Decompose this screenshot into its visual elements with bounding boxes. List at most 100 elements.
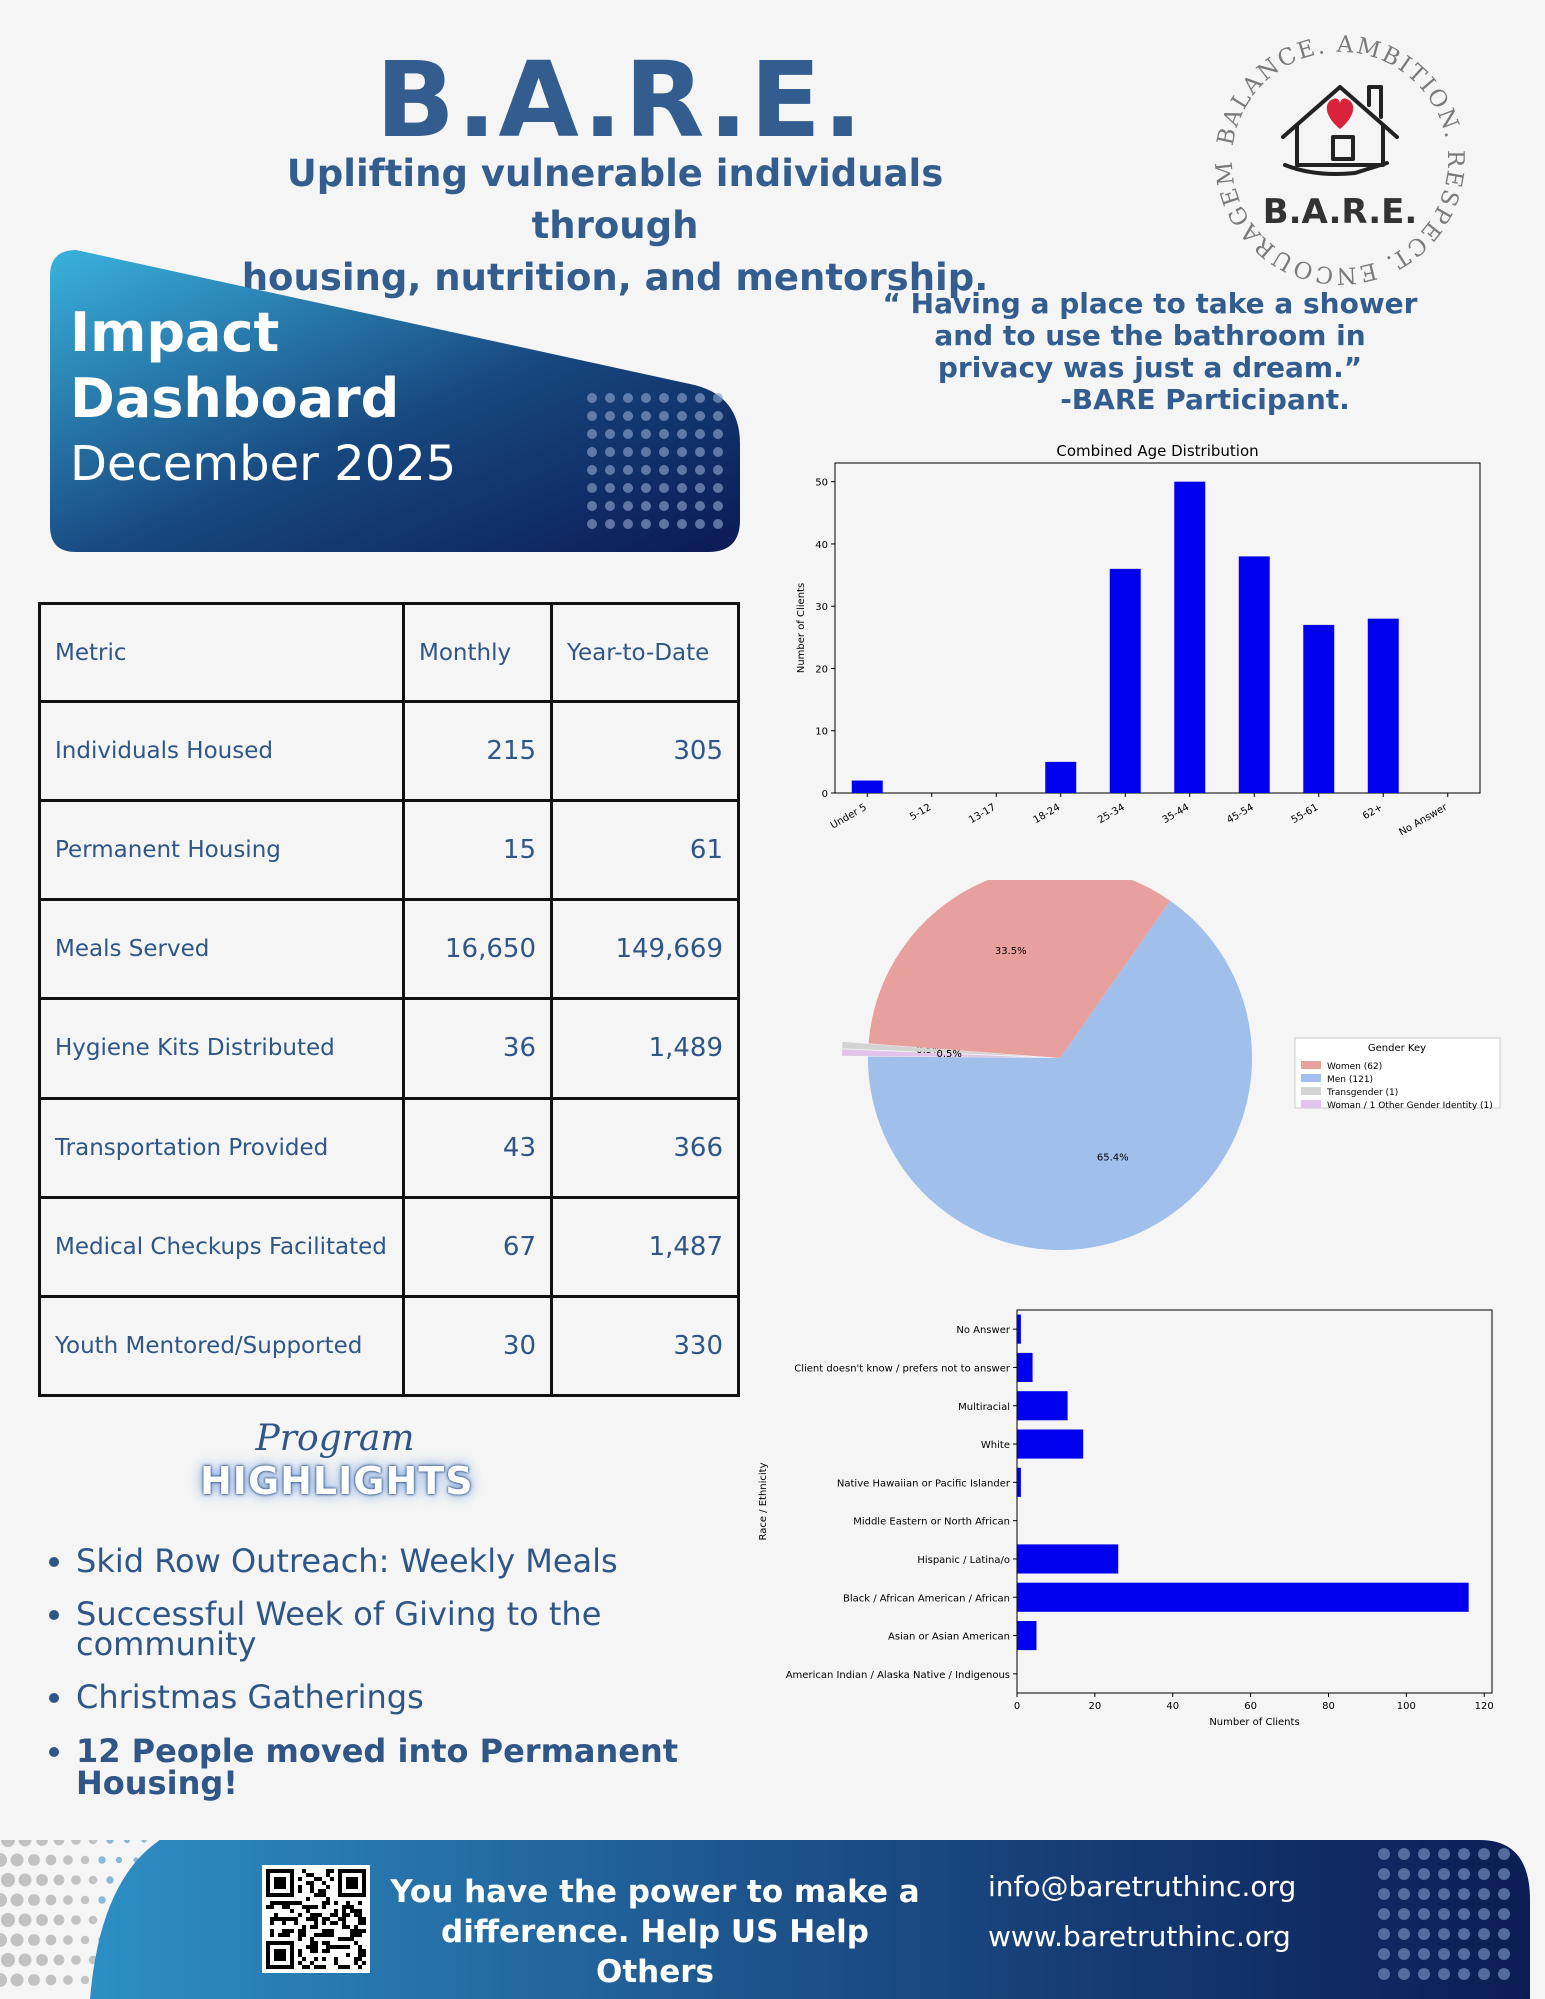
pie-slice (842, 1049, 1035, 1058)
quote-line3: privacy was just a dream.” (937, 351, 1363, 384)
tagline-line2: housing, nutrition, and mentorship. (241, 256, 989, 299)
dot-pattern (587, 393, 723, 529)
x-tick-label: 120 (1475, 1701, 1494, 1712)
x-tick-label: 0 (1014, 1701, 1020, 1712)
banner-text: Impact Dashboard December 2025 (70, 300, 456, 496)
y-tick-label: Client doesn't know / prefers not to ans… (794, 1363, 1011, 1374)
quote-line2: and to use the bathroom in (934, 319, 1366, 352)
x-tick-label: 13-17 (967, 802, 998, 826)
bar (1238, 556, 1270, 793)
legend-box (1294, 1037, 1501, 1109)
y-axis-label: Number of Clients (796, 583, 807, 673)
list-item: Christmas Gatherings (76, 1681, 836, 1713)
race-ethnicity-chart: No Answer Client doesn't know / prefers n… (758, 1309, 1494, 1728)
bar (1017, 1467, 1021, 1497)
metric-label: Permanent Housing (38, 799, 405, 902)
y-tick-label: Hispanic / Latina/o (917, 1555, 1010, 1566)
metric-ytd: 1,487 (550, 1195, 740, 1298)
y-tick-label: 20 (815, 664, 828, 675)
y-tick-label: 50 (815, 478, 828, 489)
bar (1017, 1314, 1021, 1344)
metric-monthly: 15 (402, 799, 553, 902)
table-row: Meals Served 16,650 149,669 (38, 898, 740, 1001)
legend-label: Men (121) (1327, 1075, 1373, 1085)
heart-icon (1326, 98, 1354, 129)
plot-frame (834, 462, 1481, 794)
metric-ytd: 330 (550, 1294, 740, 1398)
y-tick-label: Middle Eastern or North African (853, 1517, 1010, 1528)
y-tick-label: Native Hawaiian or Pacific Islander (837, 1478, 1011, 1489)
x-tick-label: 25-34 (1096, 802, 1127, 826)
highlights-list: Skid Row Outreach: Weekly Meals Successf… (40, 1545, 836, 1821)
metric-ytd: 366 (550, 1096, 740, 1199)
x-tick-label: 5-12 (908, 802, 933, 823)
metric-ytd: 305 (550, 699, 740, 803)
metric-label: Individuals Housed (38, 699, 405, 803)
program-script-title: Program (255, 1418, 415, 1459)
bar (1367, 618, 1399, 793)
y-tick-label: 0 (822, 789, 828, 800)
pie-slice (842, 1041, 1035, 1057)
x-tick-label: 60 (1244, 1701, 1257, 1712)
email-link[interactable]: info@baretruthinc.org (988, 1870, 1297, 1903)
tagline-line1: Uplifting vulnerable individuals through (286, 152, 944, 247)
cta-line2: difference. Help US Help Others (441, 1914, 869, 1990)
metric-monthly: 16,650 (402, 898, 553, 1001)
table-header-row: Metric Monthly Year-to-Date (38, 602, 740, 703)
bar (851, 780, 883, 793)
x-axis-label: Number of Clients (1209, 1717, 1299, 1728)
banner-date: December 2025 (70, 436, 457, 492)
dot-pattern-right (1378, 1848, 1510, 1980)
table-row: Youth Mentored/Supported 30 330 (38, 1294, 740, 1398)
x-tick-label: No Answer (1397, 802, 1450, 839)
bare-logo: BALANCE. AMBITION. RESPECT. ENCOURAGEMEN… (1205, 25, 1468, 288)
y-tick-label: Asian or Asian American (888, 1632, 1010, 1643)
y-tick-label: White (981, 1440, 1010, 1451)
x-tick-label: Under 5 (829, 802, 869, 831)
list-item: Successful Week of Giving to the communi… (76, 1598, 636, 1660)
bar (1109, 568, 1141, 793)
pie-label: 33.5% (995, 946, 1027, 957)
page-title: B.A.R.E. (375, 39, 865, 161)
legend-swatch (1301, 1100, 1321, 1108)
banner-heading-line2: Dashboard (70, 367, 400, 430)
y-tick-label: Black / African American / African (843, 1593, 1010, 1604)
header-monthly: Monthly (402, 602, 553, 703)
program-highlights-heading: Program HIGHLIGHTS (200, 1418, 473, 1503)
bar (1174, 481, 1206, 793)
metric-label: Medical Checkups Facilitated (38, 1195, 405, 1298)
y-tick-label: Multiracial (958, 1402, 1010, 1413)
table-row: Permanent Housing 15 61 (38, 799, 740, 902)
metric-monthly: 30 (402, 1294, 553, 1398)
bar (1017, 1544, 1119, 1574)
x-tick-label: 62+ (1361, 802, 1385, 822)
house-heart-hand-icon (1281, 85, 1399, 176)
metric-monthly: 215 (402, 699, 553, 803)
legend-label: Transgender (1) (1326, 1088, 1398, 1098)
metric-label: Transportation Provided (38, 1096, 405, 1199)
legend-title: Gender Key (1368, 1043, 1426, 1054)
metrics-table: Metric Monthly Year-to-Date Individuals … (38, 602, 740, 1398)
header-ytd: Year-to-Date (550, 602, 740, 703)
footer-cta: You have the power to make a difference.… (380, 1872, 930, 1992)
metric-label: Youth Mentored/Supported (38, 1294, 405, 1398)
y-tick-label: American Indian / Alaska Native / Indige… (786, 1670, 1010, 1681)
logo-arc-text: BALANCE. AMBITION. RESPECT. ENCOURAGEMEN… (1205, 25, 1468, 288)
metric-monthly: 43 (402, 1096, 553, 1199)
legend-label: Women (62) (1327, 1062, 1382, 1072)
tagline: Uplifting vulnerable individuals through… (200, 148, 1030, 304)
x-tick-label: 55-61 (1290, 802, 1321, 826)
legend-swatch (1301, 1074, 1321, 1082)
x-tick-label: 20 (1089, 1701, 1102, 1712)
list-item: Skid Row Outreach: Weekly Meals (76, 1545, 836, 1577)
banner-heading-line1: Impact (70, 301, 280, 364)
y-axis-label: Race / Ethnicity (758, 1462, 769, 1540)
website-link[interactable]: www.baretruthinc.org (988, 1920, 1291, 1953)
y-tick-label: 10 (815, 727, 828, 738)
impact-banner (50, 250, 740, 552)
footer-band (0, 1840, 1530, 1999)
metric-ytd: 61 (550, 799, 740, 902)
qr-code-icon[interactable] (262, 1865, 370, 1973)
pie-slice (868, 880, 1171, 1058)
